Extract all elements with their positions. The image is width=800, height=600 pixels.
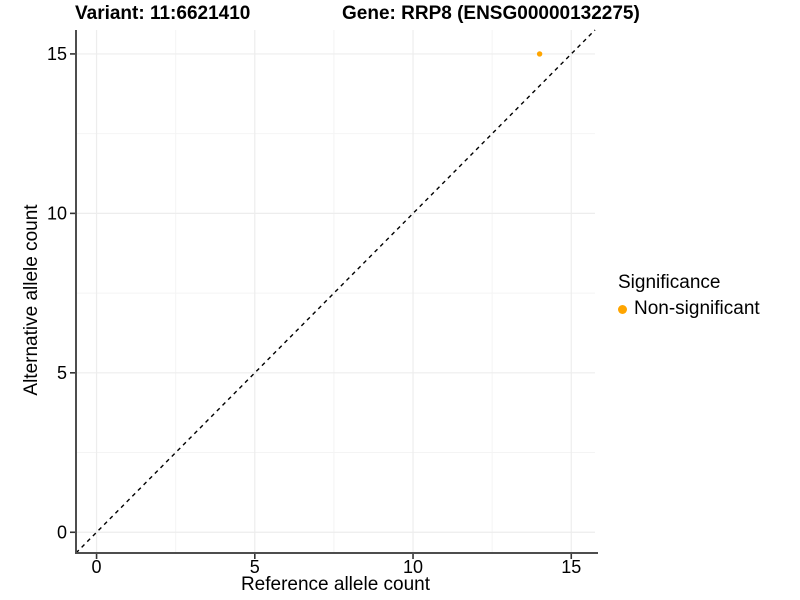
legend: Significance Non-significant (618, 272, 760, 320)
x-tick-label: 5 (250, 557, 260, 577)
x-tick-label: 15 (561, 557, 581, 577)
gene-title: Gene: RRP8 (ENSG00000132275) (342, 3, 640, 24)
legend-label: Non-significant (634, 298, 760, 319)
y-tick-label: 10 (47, 203, 67, 223)
x-axis-title: Reference allele count (240, 574, 431, 595)
y-axis-title: Alternative allele count (21, 204, 42, 396)
legend-item: Non-significant (618, 298, 760, 320)
x-tick-label: 10 (403, 557, 423, 577)
y-tick-label: 0 (57, 522, 67, 542)
y-tick-label: 15 (47, 44, 67, 64)
legend-title: Significance (618, 272, 721, 293)
legend-items: Non-significant (618, 298, 760, 320)
x-tick-label: 0 (92, 557, 102, 577)
data-point (536, 51, 543, 57)
y-tick-label: 5 (57, 363, 67, 383)
variant-title: Variant: 11:6621410 (75, 3, 251, 24)
legend-point-icon (618, 304, 627, 314)
identity-line (75, 29, 596, 554)
